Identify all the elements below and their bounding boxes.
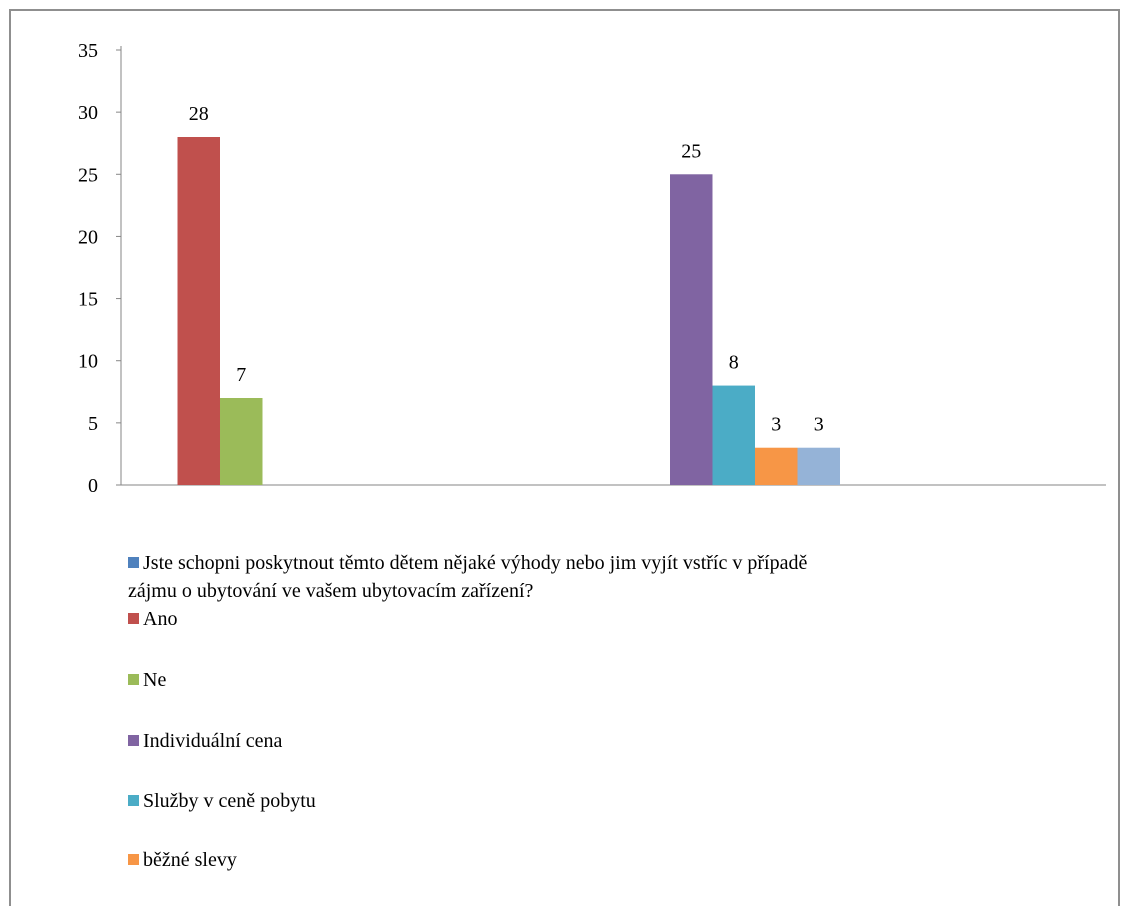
data-label: 3 <box>814 414 824 436</box>
data-label: 28 <box>189 103 209 125</box>
y-tick-label: 10 <box>78 351 98 373</box>
y-tick-label: 0 <box>88 475 98 497</box>
legend-swatch <box>128 735 139 746</box>
bar <box>220 398 263 485</box>
legend-item-individualni-cena: Individuální cena <box>128 727 1088 755</box>
legend-swatch <box>128 557 139 568</box>
bar <box>797 447 840 485</box>
bar <box>670 174 713 486</box>
bar <box>712 385 755 485</box>
legend-swatch <box>128 854 139 865</box>
legend-label-continued: zájmu o ubytování ve vašem ubytovacím za… <box>128 580 534 602</box>
legend-label: běžné slevy <box>143 849 237 871</box>
legend-label: Služby v ceně pobytu <box>143 790 316 812</box>
y-tick-label: 5 <box>88 413 98 435</box>
legend-label: Ne <box>143 669 167 691</box>
legend-item-bezne-slevy: běžné slevy <box>128 846 1088 874</box>
data-label: 8 <box>729 352 739 374</box>
legend-item-question: Jste schopni poskytnout těmto dětem něja… <box>128 549 1088 605</box>
legend-label: Ano <box>143 608 178 630</box>
legend-swatch <box>128 795 139 806</box>
legend-item-sluzby: Služby v ceně pobytu <box>128 787 1088 815</box>
legend-swatch <box>128 674 139 685</box>
data-label: 25 <box>681 140 701 162</box>
legend-swatch <box>128 613 139 624</box>
y-tick-label: 25 <box>78 164 98 186</box>
bar <box>755 447 798 485</box>
legend-label: Jste schopni poskytnout těmto dětem něja… <box>143 552 808 574</box>
y-tick-label: 20 <box>78 226 98 248</box>
data-label: 3 <box>771 414 781 436</box>
y-tick-label: 15 <box>78 289 98 311</box>
y-tick-label: 30 <box>78 102 98 124</box>
data-label: 7 <box>236 364 246 386</box>
legend-label: Individuální cena <box>143 730 283 752</box>
bar <box>177 137 220 485</box>
legend-item-ne: Ne <box>128 666 1088 694</box>
legend-item-ano: Ano <box>128 605 1088 633</box>
chart-frame <box>9 9 1120 906</box>
y-tick-label: 35 <box>78 40 98 62</box>
